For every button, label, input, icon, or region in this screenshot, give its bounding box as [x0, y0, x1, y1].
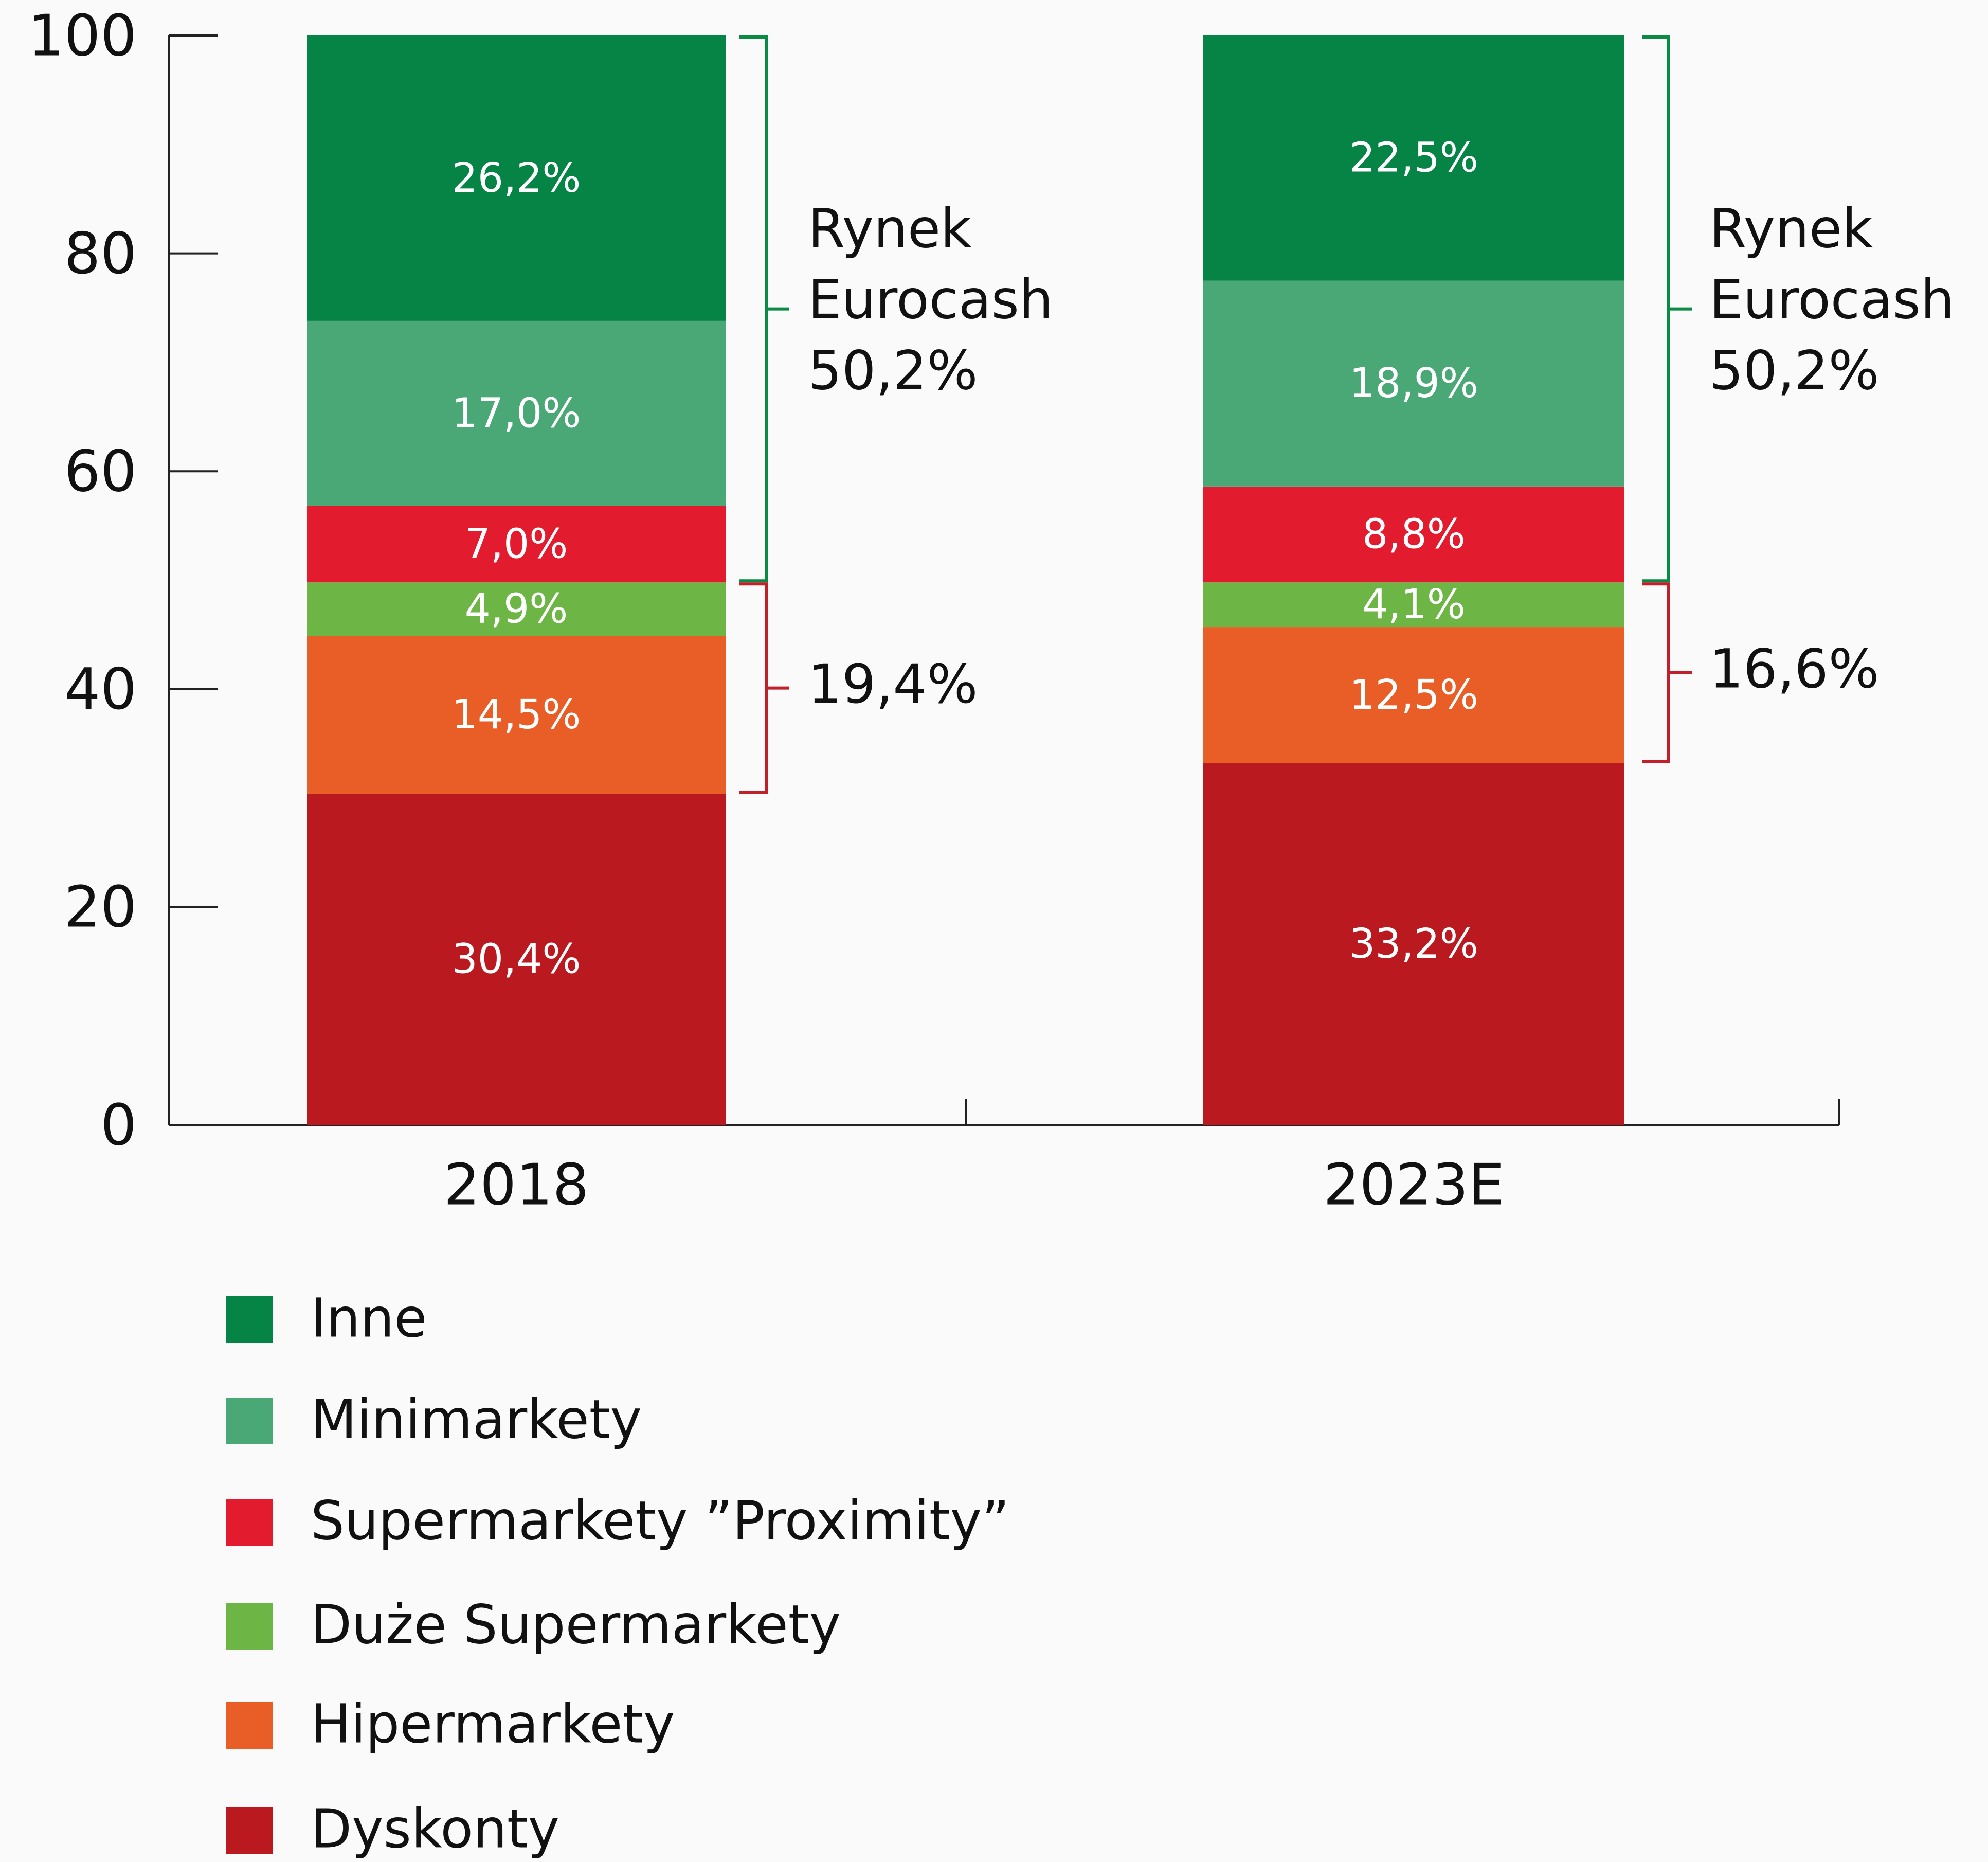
bar-segment [1203, 582, 1624, 628]
annotation: 19,4% [808, 653, 978, 715]
bar-segment [1203, 627, 1624, 763]
bar-segment [307, 506, 726, 583]
bracket [1642, 35, 1692, 583]
value-label: 4,9% [465, 585, 568, 633]
x-tick-label: 2018 [444, 1152, 589, 1218]
annotation: Rynek Eurocash 50,2% [1709, 198, 1955, 402]
y-tick-label: 0 [100, 1092, 137, 1158]
legend-swatch [226, 1702, 273, 1749]
value-label: 18,9% [1349, 360, 1478, 407]
value-label: 26,2% [452, 154, 581, 202]
bar-segment [307, 582, 726, 636]
bar-segment [307, 636, 726, 794]
value-label: 4,1% [1362, 581, 1466, 628]
y-tick-label: 60 [64, 438, 137, 505]
legend-swatch [226, 1807, 273, 1854]
x-tick-label: 2023E [1323, 1152, 1505, 1218]
legend-label: Dyskonty [311, 1797, 559, 1860]
bracket [739, 35, 789, 583]
y-tick-label: 20 [64, 874, 137, 941]
annotation: Rynek Eurocash 50,2% [808, 198, 1053, 402]
legend-swatch [226, 1603, 273, 1650]
annotation: 16,6% [1709, 637, 1879, 700]
bar-segment [1203, 486, 1624, 583]
y-tick-label: 100 [28, 3, 137, 69]
bar-segment [1203, 35, 1624, 281]
y-tick-label: 40 [64, 656, 137, 723]
legend-swatch [226, 1398, 273, 1444]
value-label: 14,5% [452, 691, 581, 738]
bar-segment [307, 35, 726, 321]
legend-swatch [226, 1296, 273, 1343]
bracket [739, 582, 789, 794]
legend-label: Inne [311, 1286, 427, 1349]
legend-swatch [226, 1499, 273, 1546]
value-label: 30,4% [452, 936, 581, 983]
bar-segment [307, 320, 726, 506]
bracket [1642, 582, 1692, 763]
value-label: 8,8% [1362, 511, 1466, 558]
bar-segment [1203, 280, 1624, 487]
legend-label: Minimarkety [311, 1388, 642, 1451]
value-label: 22,5% [1349, 134, 1478, 182]
bar-segment [1203, 763, 1624, 1125]
legend-label: Hipermarkety [311, 1692, 675, 1755]
legend-label: Duże Supermarkety [311, 1593, 841, 1656]
value-label: 17,0% [452, 389, 581, 437]
bar-segment [307, 794, 726, 1125]
value-label: 7,0% [465, 521, 568, 568]
value-label: 12,5% [1349, 671, 1478, 719]
legend-label: Supermarkety ”Proximity” [311, 1489, 1009, 1552]
y-tick-label: 80 [64, 221, 137, 287]
value-label: 33,2% [1349, 920, 1478, 968]
